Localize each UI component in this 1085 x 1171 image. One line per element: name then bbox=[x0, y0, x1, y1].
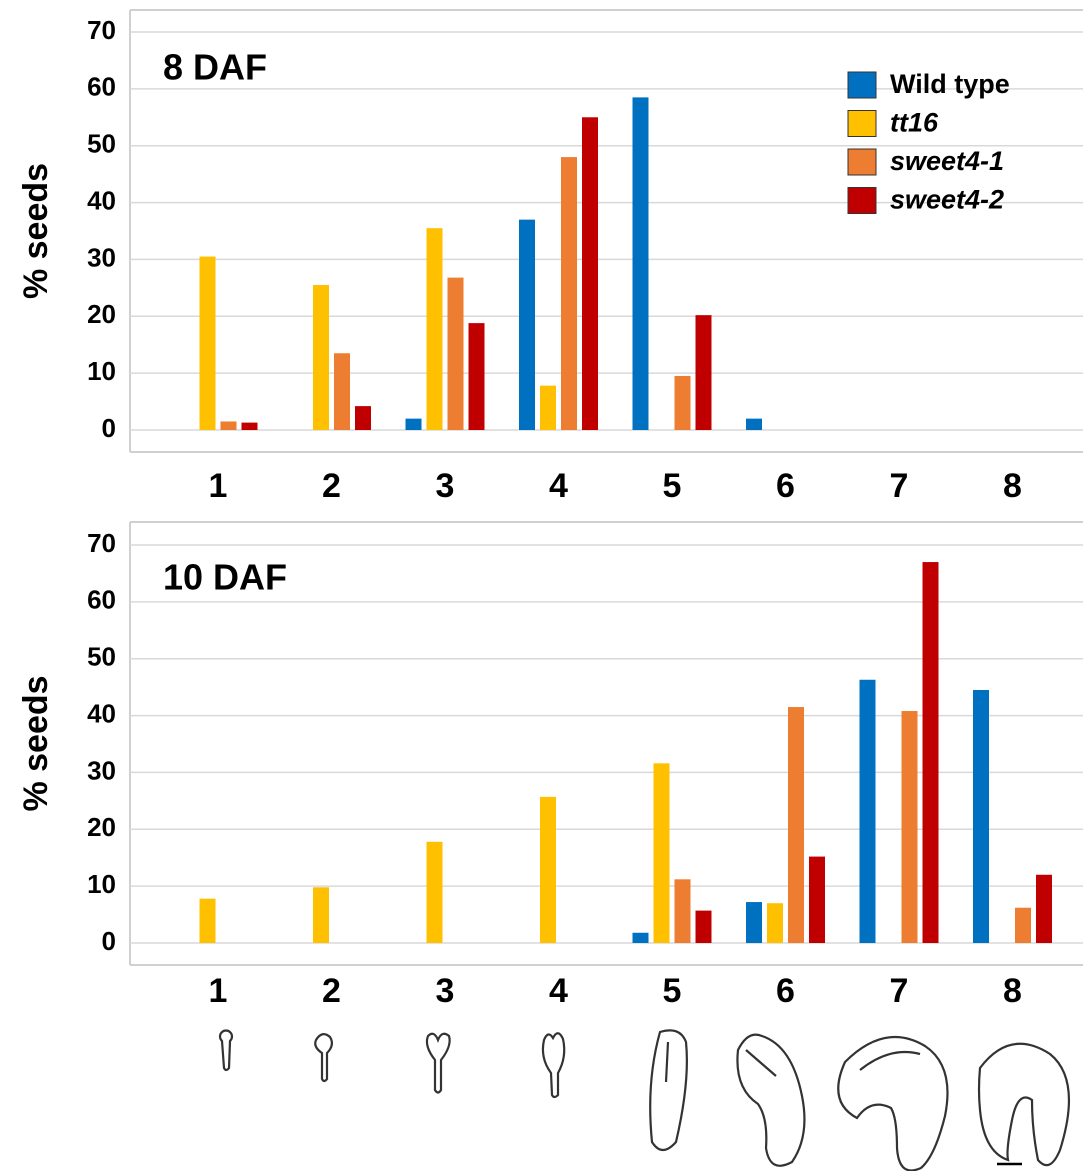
x-tick-label: 6 bbox=[776, 972, 795, 1010]
bar bbox=[746, 902, 762, 943]
embryo-icon bbox=[837, 1035, 949, 1171]
y-tick-label: 0 bbox=[102, 926, 116, 956]
bar bbox=[426, 228, 443, 430]
legend-label: sweet4-1 bbox=[890, 146, 1004, 176]
bar bbox=[632, 97, 649, 430]
bar bbox=[1015, 907, 1031, 943]
y-tick-label: 40 bbox=[87, 698, 116, 728]
bar bbox=[674, 879, 691, 943]
x-tick-label: 1 bbox=[209, 972, 228, 1010]
y-tick-label: 50 bbox=[87, 129, 116, 159]
y-tick-label: 0 bbox=[102, 413, 116, 443]
x-tick-label: 2 bbox=[322, 467, 341, 505]
x-tick-label: 8 bbox=[1003, 467, 1022, 505]
embryo-icon bbox=[218, 1029, 234, 1072]
y-tick-label: 70 bbox=[87, 528, 116, 558]
bar bbox=[973, 689, 989, 943]
x-tick-label: 5 bbox=[663, 972, 682, 1010]
embryo-icon bbox=[736, 1033, 806, 1167]
y-tick-label: 20 bbox=[87, 812, 116, 842]
embryo-icon bbox=[425, 1032, 451, 1094]
bar bbox=[220, 421, 237, 430]
y-tick-label: 60 bbox=[87, 72, 116, 102]
embryo-icon bbox=[977, 1042, 1070, 1167]
embryo-icon bbox=[649, 1029, 688, 1152]
x-tick-label: 7 bbox=[890, 467, 909, 505]
embryo-icon bbox=[314, 1033, 334, 1083]
y-tick-label: 20 bbox=[87, 299, 116, 329]
bar bbox=[519, 219, 535, 430]
y-axis-label: % seeds bbox=[17, 163, 55, 299]
bar bbox=[922, 562, 939, 943]
x-tick-label: 2 bbox=[322, 972, 341, 1010]
x-tick-label: 8 bbox=[1003, 972, 1022, 1010]
y-tick-label: 10 bbox=[87, 356, 116, 386]
panel-title: 8 DAF bbox=[163, 47, 267, 88]
bar bbox=[540, 385, 556, 430]
bar bbox=[809, 856, 825, 943]
bar bbox=[1036, 874, 1052, 943]
embryo-icon bbox=[541, 1032, 566, 1099]
bar bbox=[241, 422, 258, 430]
embryo-stages bbox=[218, 1029, 1070, 1171]
legend-swatch bbox=[847, 71, 877, 99]
x-tick-label: 4 bbox=[549, 972, 568, 1010]
x-tick-label: 3 bbox=[436, 467, 455, 505]
y-tick-label: 70 bbox=[87, 15, 116, 45]
x-tick-label: 1 bbox=[209, 467, 228, 505]
bar bbox=[540, 796, 556, 943]
panel-title: 10 DAF bbox=[163, 557, 287, 598]
bar bbox=[674, 375, 691, 430]
bar bbox=[582, 117, 598, 431]
bar bbox=[334, 353, 350, 430]
bar bbox=[355, 406, 371, 430]
bar bbox=[199, 256, 216, 430]
bar bbox=[695, 910, 712, 943]
legend-label: sweet4-2 bbox=[890, 185, 1004, 215]
bar bbox=[695, 315, 712, 430]
bar bbox=[632, 932, 649, 943]
legend-swatch bbox=[847, 148, 877, 176]
bar bbox=[313, 887, 329, 943]
bar bbox=[901, 711, 918, 943]
y-tick-label: 40 bbox=[87, 185, 116, 215]
bar bbox=[653, 763, 670, 943]
bar bbox=[767, 903, 783, 943]
bar bbox=[468, 323, 485, 430]
y-tick-label: 30 bbox=[87, 755, 116, 785]
legend-swatch bbox=[847, 110, 877, 137]
y-tick-label: 50 bbox=[87, 642, 116, 672]
legend-label: Wild type bbox=[890, 69, 1010, 99]
bar bbox=[859, 679, 876, 943]
bar bbox=[746, 418, 762, 430]
x-tick-label: 3 bbox=[436, 972, 455, 1010]
bar bbox=[426, 841, 443, 943]
legend-label: tt16 bbox=[890, 108, 939, 138]
x-tick-label: 4 bbox=[549, 467, 568, 505]
bar bbox=[405, 418, 422, 430]
bar bbox=[313, 285, 329, 430]
x-tick-label: 7 bbox=[890, 972, 909, 1010]
x-tick-label: 5 bbox=[663, 467, 682, 505]
bar bbox=[788, 707, 804, 943]
y-tick-label: 30 bbox=[87, 242, 116, 272]
y-tick-label: 60 bbox=[87, 585, 116, 615]
bar bbox=[199, 898, 216, 943]
bar bbox=[447, 277, 464, 430]
y-axis-label: % seeds bbox=[17, 675, 55, 811]
bar bbox=[561, 157, 577, 431]
legend-swatch bbox=[847, 187, 877, 214]
x-tick-label: 6 bbox=[776, 467, 795, 505]
y-tick-label: 10 bbox=[87, 869, 116, 899]
